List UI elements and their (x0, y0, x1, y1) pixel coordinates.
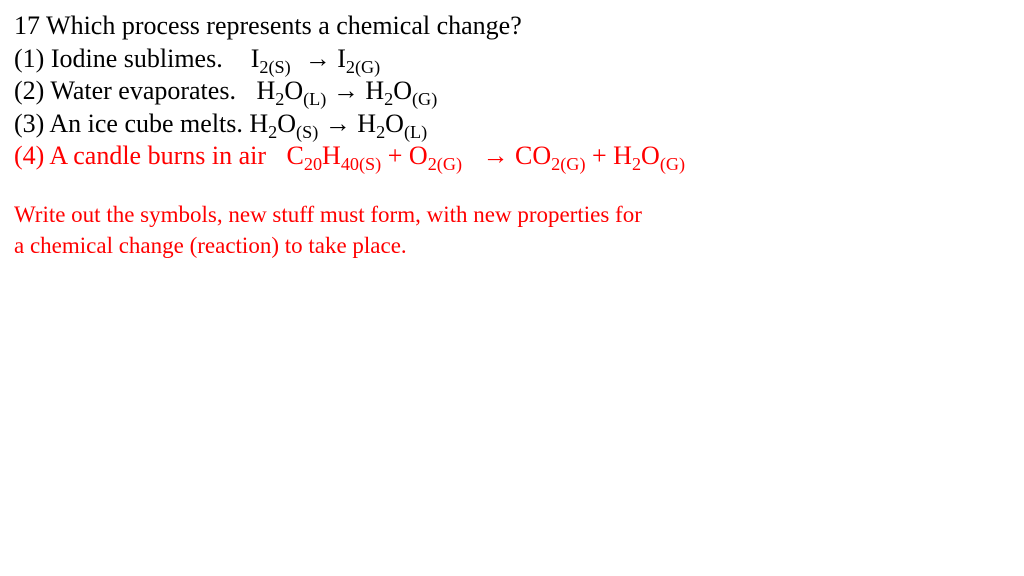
question-text: Which process represents a chemical chan… (46, 11, 522, 40)
formula-lhs: H2O(S) (249, 109, 318, 138)
arrow-icon: → (325, 109, 351, 138)
option-number: (2) (14, 76, 50, 105)
formula-lhs: I2(S) (251, 44, 291, 73)
arrow-icon: → (333, 76, 359, 105)
formula-rhs: I2(G) (337, 44, 380, 73)
formula-rhs: H2O(L) (357, 109, 427, 138)
option-desc: Iodine sublimes. (51, 44, 223, 73)
formula-rhs: H2O(G) (365, 76, 437, 105)
option-desc: An ice cube melts. (49, 109, 243, 138)
explanation-note: Write out the symbols, new stuff must fo… (14, 199, 1010, 261)
formula-rhs: CO2(G) + H2O(G) (515, 141, 685, 170)
arrow-icon: → (483, 141, 509, 170)
option-desc: Water evaporates. (50, 76, 236, 105)
option-4: (4) A candle burns in air C20H40(S) + O2… (14, 140, 1010, 173)
question-line: 17 Which process represents a chemical c… (14, 10, 1010, 43)
question-number: 17 (14, 11, 46, 40)
formula-lhs: H2O(L) (256, 76, 326, 105)
option-number: (3) (14, 109, 49, 138)
option-number: (4) (14, 141, 49, 170)
option-3: (3) An ice cube melts. H2O(S) → H2O(L) (14, 108, 1010, 141)
note-line-1: Write out the symbols, new stuff must fo… (14, 199, 1010, 230)
option-desc: A candle burns in air (49, 141, 266, 170)
option-number: (1) (14, 44, 51, 73)
formula-lhs: C20H40(S) + O2(G) (287, 141, 463, 170)
note-line-2: a chemical change (reaction) to take pla… (14, 230, 1010, 261)
option-2: (2) Water evaporates. H2O(L) → H2O(G) (14, 75, 1010, 108)
arrow-icon: → (305, 44, 331, 73)
option-1: (1) Iodine sublimes. I2(S) → I2(G) (14, 43, 1010, 76)
